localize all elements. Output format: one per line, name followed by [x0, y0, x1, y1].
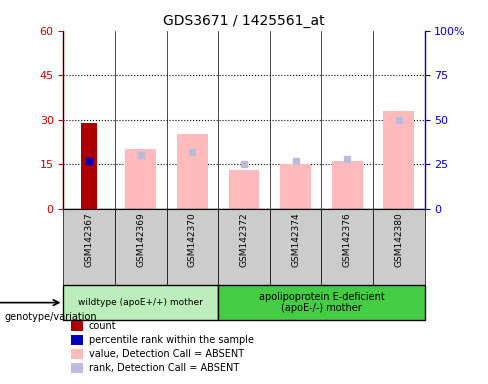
Bar	[218, 209, 270, 285]
Text: percentile rank within the sample: percentile rank within the sample	[89, 335, 254, 345]
Bar	[270, 209, 322, 285]
Bar	[177, 134, 208, 209]
Text: GSM142372: GSM142372	[240, 212, 248, 267]
Text: GSM142370: GSM142370	[188, 212, 197, 267]
Bar	[166, 209, 218, 285]
Bar	[280, 164, 311, 209]
Text: GSM142376: GSM142376	[343, 212, 352, 267]
Bar	[373, 209, 425, 285]
Bar	[125, 149, 156, 209]
Bar	[332, 161, 363, 209]
Bar	[63, 285, 218, 320]
Title: GDS3671 / 1425561_at: GDS3671 / 1425561_at	[163, 14, 325, 28]
Bar	[71, 335, 83, 345]
Bar	[322, 209, 373, 285]
Bar	[71, 349, 83, 359]
Text: GSM142380: GSM142380	[394, 212, 403, 267]
Text: value, Detection Call = ABSENT: value, Detection Call = ABSENT	[89, 349, 244, 359]
Text: count: count	[89, 321, 116, 331]
Bar	[81, 122, 97, 209]
Text: GSM142369: GSM142369	[136, 212, 145, 267]
Text: wildtype (apoE+/+) mother: wildtype (apoE+/+) mother	[79, 298, 203, 307]
Bar	[218, 285, 425, 320]
Bar	[383, 111, 414, 209]
Text: GSM142367: GSM142367	[85, 212, 94, 267]
Bar	[63, 209, 115, 285]
Text: genotype/variation: genotype/variation	[5, 312, 98, 322]
Bar	[115, 209, 166, 285]
Bar	[71, 362, 83, 373]
Text: GSM142374: GSM142374	[291, 212, 300, 267]
Bar	[228, 170, 260, 209]
Text: apolipoprotein E-deficient
(apoE-/-) mother: apolipoprotein E-deficient (apoE-/-) mot…	[259, 292, 384, 313]
Text: rank, Detection Call = ABSENT: rank, Detection Call = ABSENT	[89, 362, 239, 372]
Bar	[71, 321, 83, 331]
